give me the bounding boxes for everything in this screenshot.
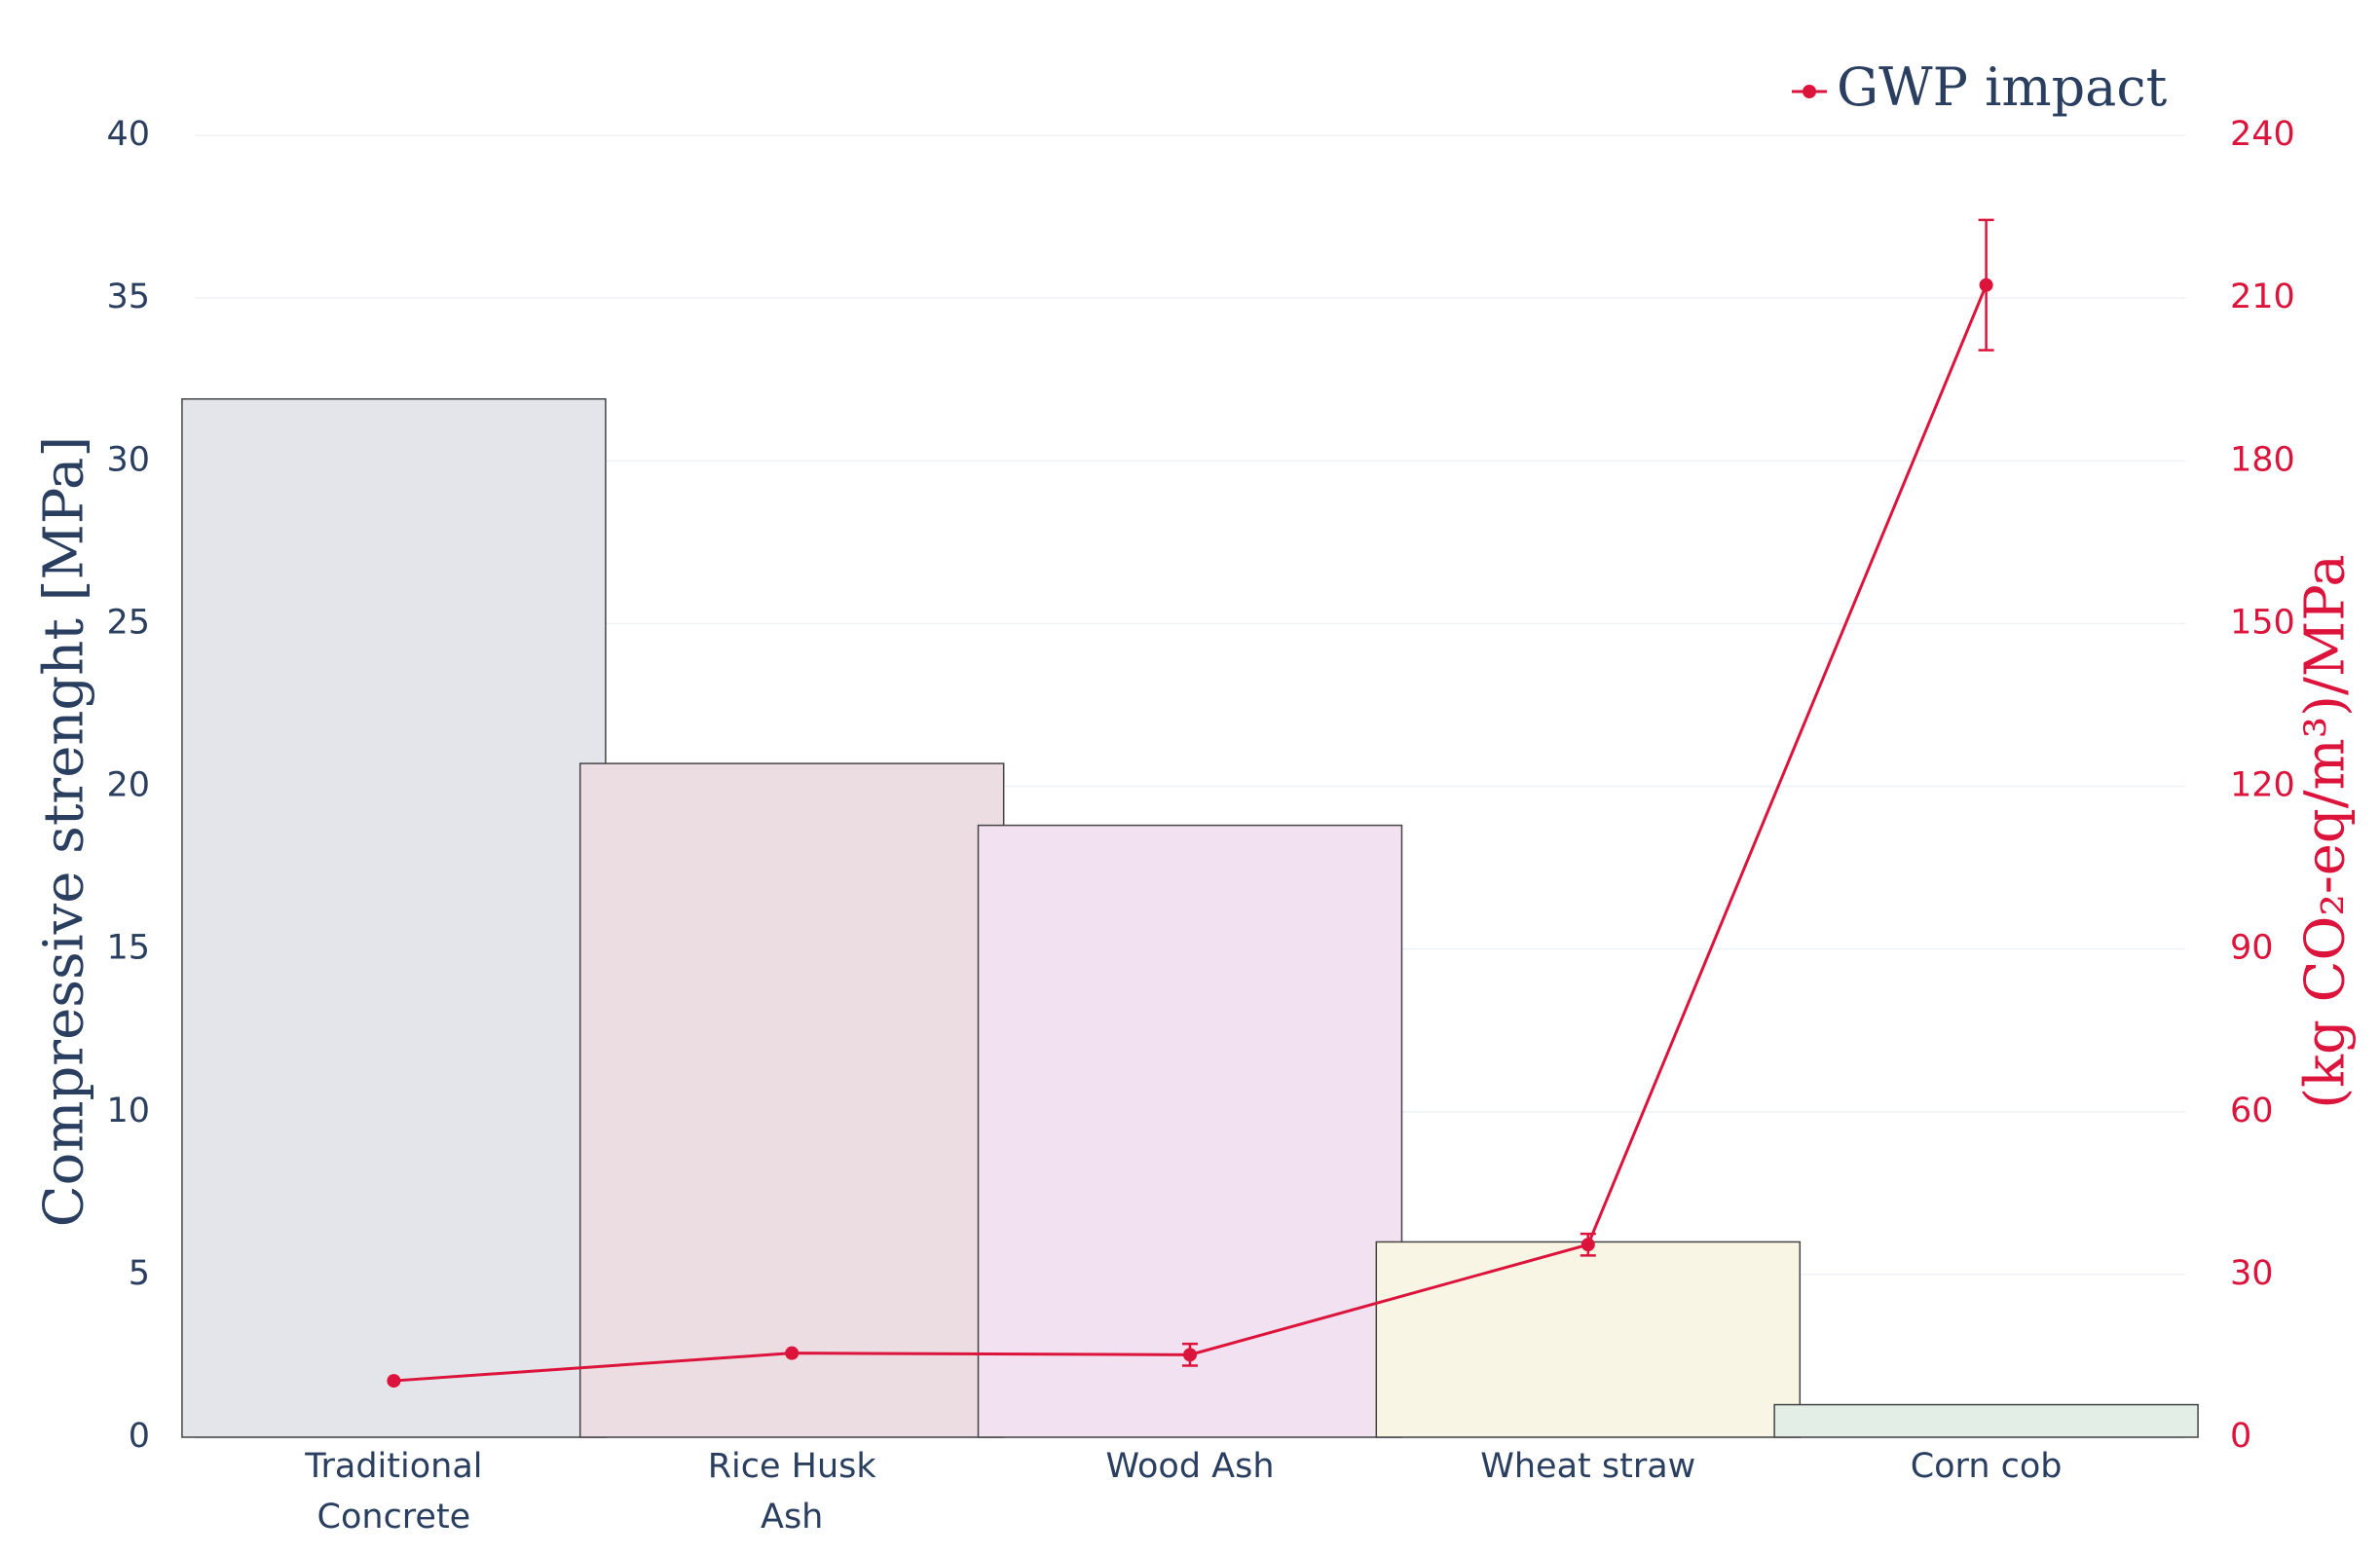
y-tick-label: 25 [106, 603, 150, 642]
y2-tick-label: 0 [2230, 1417, 2251, 1456]
y-tick-label: 40 [106, 115, 150, 154]
x-tick-label: Wood Ash [1105, 1447, 1275, 1486]
y2-tick-label: 120 [2230, 766, 2295, 805]
x-tick-label: Corn cob [1910, 1447, 2063, 1486]
legend-marker [1803, 85, 1816, 98]
y-tick-label: 5 [129, 1254, 150, 1293]
y2-tick-label: 240 [2230, 115, 2295, 154]
x-tick-label: Traditional Concrete [305, 1447, 483, 1537]
y-tick-label: 20 [106, 766, 150, 805]
bar [578, 762, 1005, 1438]
y2-tick-label: 90 [2230, 929, 2274, 968]
bar [1375, 1241, 1802, 1438]
y-tick-label: 30 [106, 440, 150, 479]
y-tick-label: 35 [106, 278, 150, 316]
y-tick-label: 0 [129, 1417, 150, 1456]
point [387, 1374, 401, 1389]
legend-label: GWP impact [1837, 56, 2168, 118]
y-tick-label: 15 [106, 929, 150, 968]
x-tick-label: Wheat straw [1480, 1447, 1696, 1486]
y2-tick-label: 60 [2230, 1092, 2274, 1130]
bar [977, 824, 1403, 1438]
point [1979, 278, 1993, 292]
bar [181, 397, 607, 1438]
point [785, 1346, 800, 1360]
y2-tick-label: 150 [2230, 603, 2295, 642]
point [1580, 1238, 1595, 1252]
bar [1773, 1403, 2199, 1438]
y2-tick-label: 180 [2230, 440, 2295, 479]
x-tick-label: Rice Husk Ash [707, 1447, 876, 1537]
y2-tick-label: 30 [2230, 1254, 2274, 1293]
y2-axis-title: (kg CO₂-eq/m³)/MPa [2294, 554, 2358, 1109]
y-axis-title: Compressive strenght [MPa] [33, 436, 96, 1227]
y2-tick-label: 210 [2230, 278, 2295, 316]
point [1183, 1348, 1197, 1362]
y-tick-label: 10 [106, 1092, 150, 1130]
